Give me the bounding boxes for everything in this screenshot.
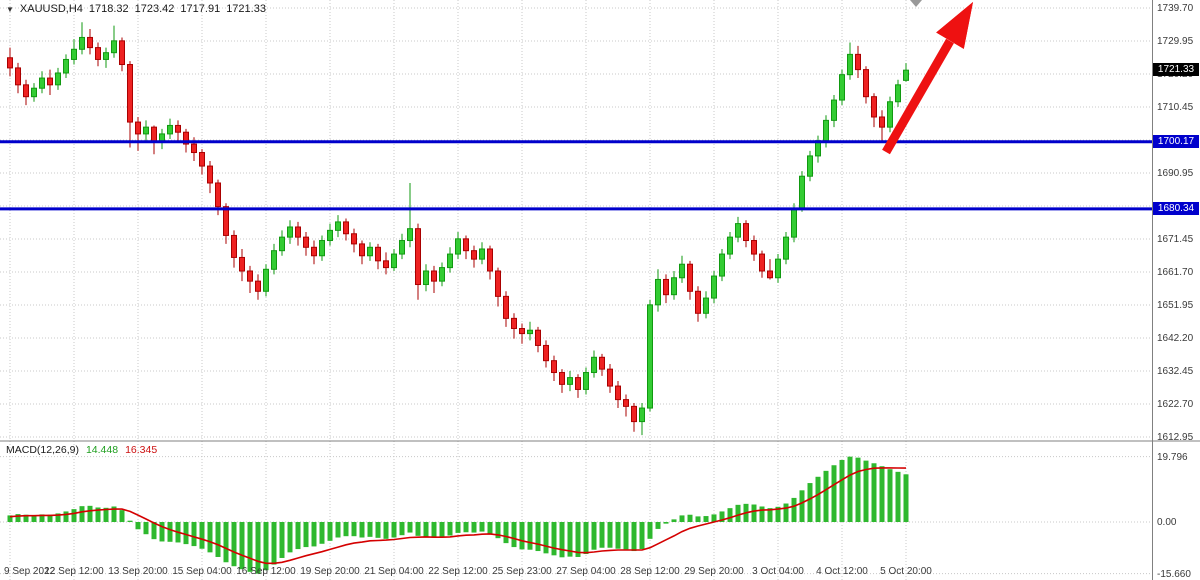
time-axis-label: 9 Sep 2022 bbox=[4, 566, 56, 577]
time-axis-label: 16 Sep 12:00 bbox=[236, 566, 296, 577]
level-price-tag: 1700.17 bbox=[1153, 134, 1199, 148]
time-axis-label: 28 Sep 12:00 bbox=[620, 566, 680, 577]
chart-header: ▼ XAUUSD,H4 1718.32 1723.42 1717.91 1721… bbox=[6, 3, 266, 15]
symbol-timeframe-label: XAUUSD,H4 bbox=[19, 3, 83, 15]
time-axis-label: 21 Sep 04:00 bbox=[364, 566, 424, 577]
price-axis-label: 1622.70 bbox=[1157, 399, 1194, 410]
chart-shift-marker bbox=[910, 0, 922, 7]
macd-axis-label: 0.00 bbox=[1157, 517, 1177, 528]
time-axis-label: 13 Sep 20:00 bbox=[108, 566, 168, 577]
price-axis-label: 1671.45 bbox=[1157, 234, 1194, 245]
macd-signal-line bbox=[9, 467, 907, 565]
price-axis-label: 1739.70 bbox=[1157, 3, 1194, 14]
time-axis-label: 27 Sep 04:00 bbox=[556, 566, 616, 577]
macd-current-value: 14.448 bbox=[85, 444, 119, 456]
time-axis-label: 19 Sep 20:00 bbox=[300, 566, 360, 577]
time-axis-label: 4 Oct 12:00 bbox=[816, 566, 868, 577]
macd-axis-label: -15.660 bbox=[1157, 568, 1191, 580]
time-axis-label: 22 Sep 12:00 bbox=[428, 566, 488, 577]
level-price-tag: 1680.34 bbox=[1153, 201, 1199, 215]
macd-axis-label: 19.796 bbox=[1157, 451, 1188, 463]
price-axis-label: 1661.70 bbox=[1157, 267, 1194, 278]
price-axis-label: 1642.20 bbox=[1157, 333, 1194, 344]
price-axis-label: 1710.45 bbox=[1157, 102, 1194, 113]
price-axis-label: 1729.95 bbox=[1157, 36, 1194, 47]
time-axis-label: 25 Sep 23:00 bbox=[492, 566, 552, 577]
ohlc-open: 1718.32 bbox=[88, 3, 129, 15]
price-axis-label: 1632.45 bbox=[1157, 366, 1194, 377]
time-axis-label: 3 Oct 04:00 bbox=[752, 566, 804, 577]
macd-title: MACD(12,26,9) bbox=[6, 444, 79, 456]
time-axis-label: 29 Sep 20:00 bbox=[684, 566, 744, 577]
time-axis-label: 12 Sep 12:00 bbox=[44, 566, 104, 577]
trend-arrow-annotation[interactable] bbox=[882, 2, 973, 155]
current-price-tag: 1721.33 bbox=[1153, 63, 1199, 77]
macd-signal-value: 16.345 bbox=[125, 444, 158, 456]
ohlc-close: 1721.33 bbox=[226, 3, 266, 15]
ohlc-low: 1717.91 bbox=[180, 3, 221, 15]
time-axis-label: 5 Oct 20:00 bbox=[880, 566, 932, 577]
price-axis-label: 1690.95 bbox=[1157, 168, 1194, 179]
price-axis-label: 1651.95 bbox=[1157, 300, 1194, 311]
collapse-ohlc-icon[interactable]: ▼ bbox=[6, 4, 14, 14]
time-axis-label: 15 Sep 04:00 bbox=[172, 566, 232, 577]
macd-histogram bbox=[7, 456, 909, 574]
ohlc-high: 1723.42 bbox=[134, 3, 175, 15]
price-axis-label: 1612.95 bbox=[1157, 432, 1194, 443]
macd-indicator-label: MACD(12,26,9) 14.448 16.345 bbox=[6, 444, 157, 456]
grid bbox=[0, 0, 1152, 580]
